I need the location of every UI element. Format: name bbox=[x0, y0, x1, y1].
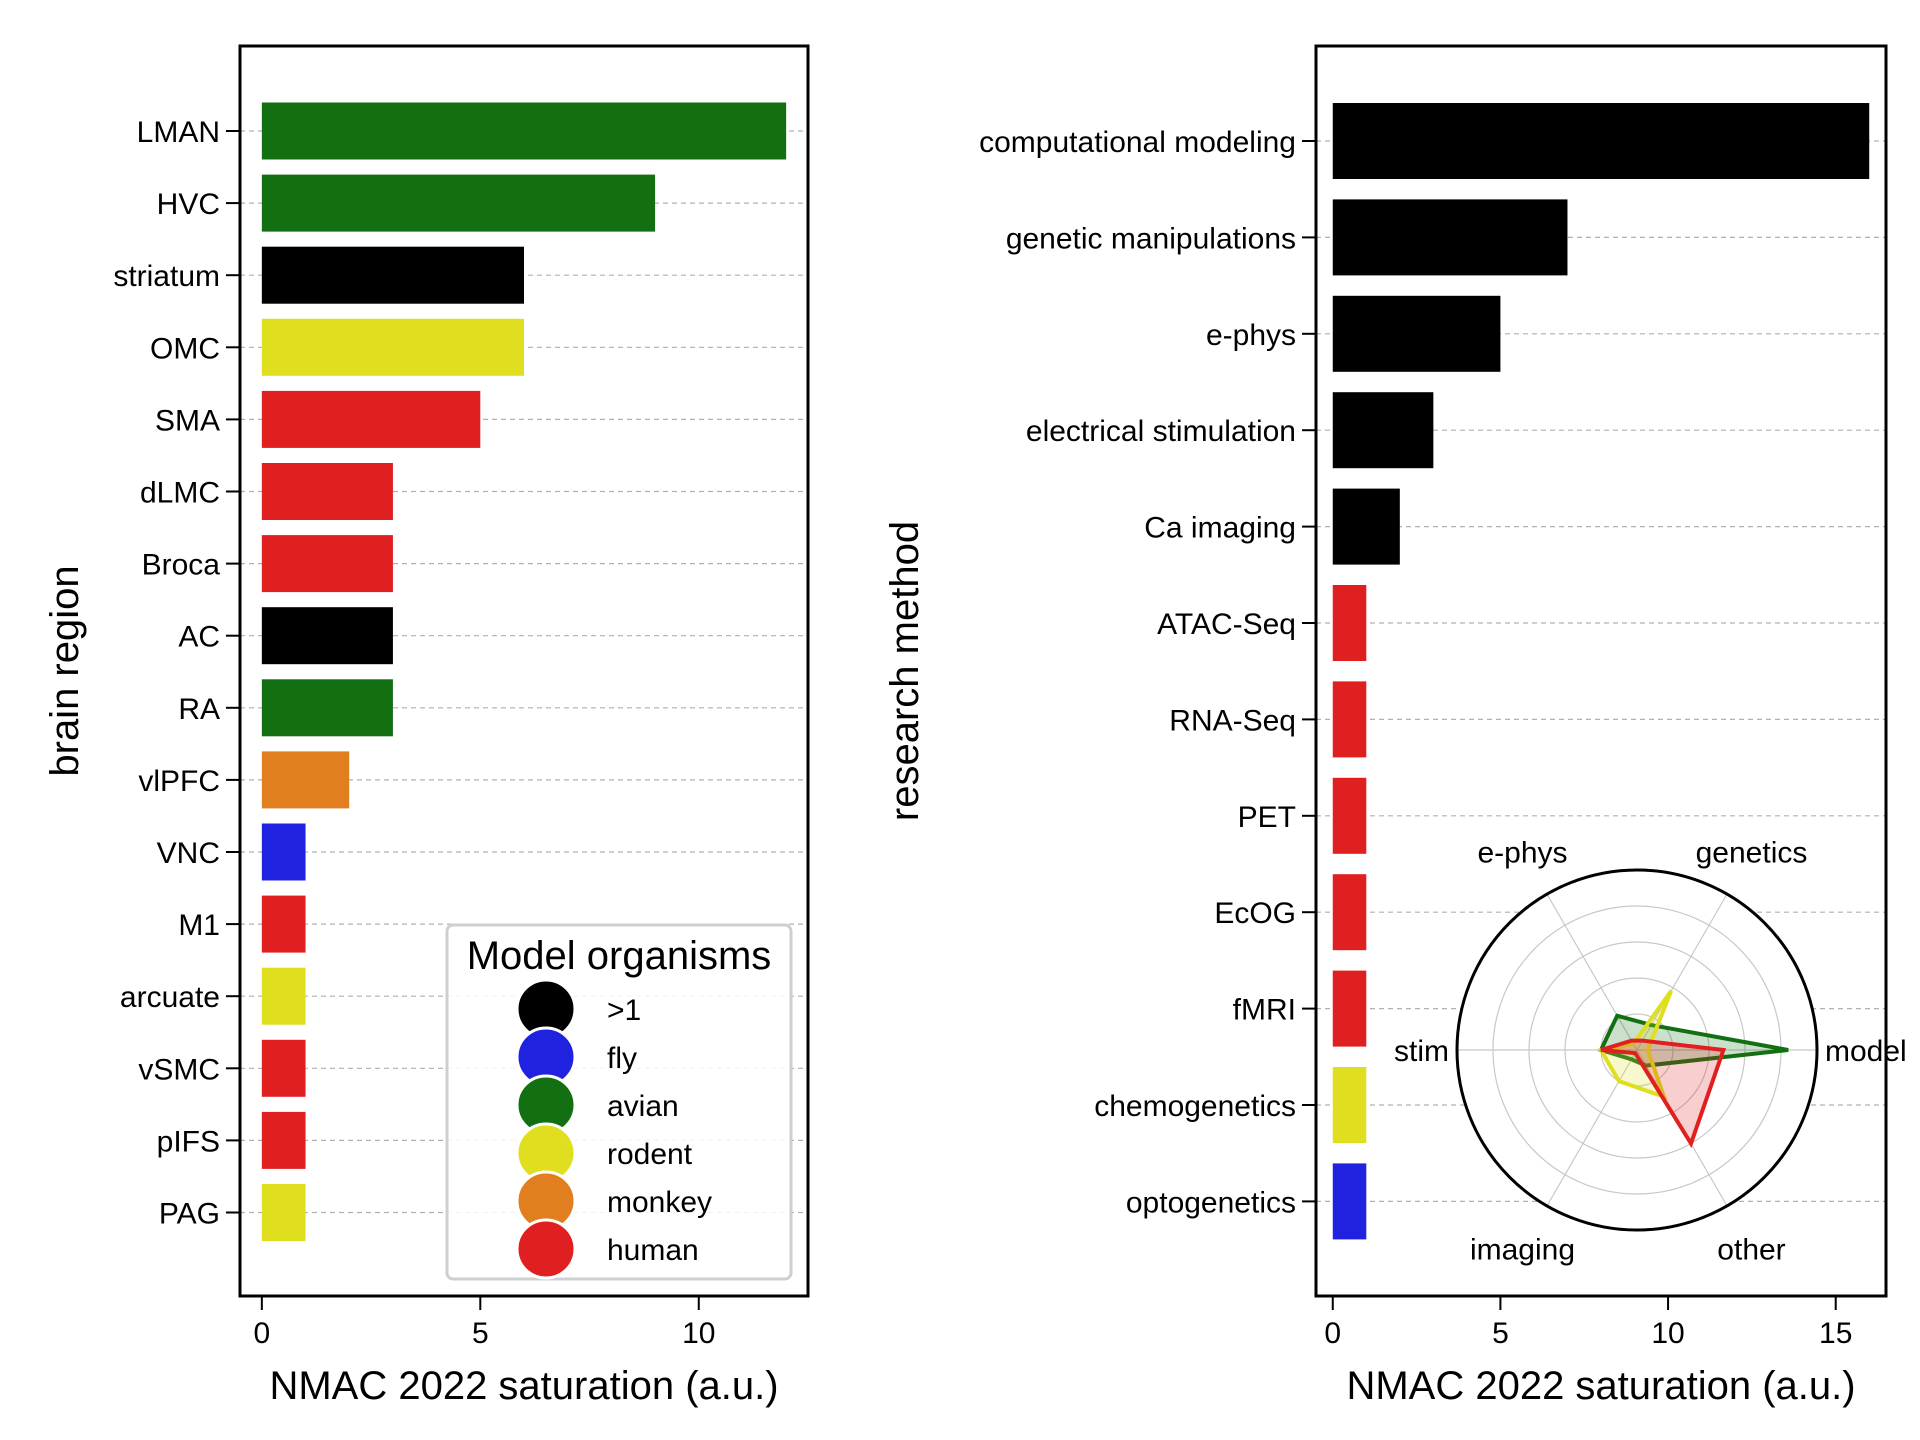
y-tick-label: ATAC-Seq bbox=[1157, 608, 1296, 641]
bar bbox=[261, 607, 393, 665]
legend-label: avian bbox=[607, 1090, 679, 1123]
bar bbox=[261, 246, 524, 304]
y-tick-label: Ca imaging bbox=[1144, 512, 1296, 545]
legend: Model organisms >1 fly avian rodent monkey hum… bbox=[445, 923, 793, 1281]
bar bbox=[1332, 777, 1367, 854]
y-tick-label: e-phys bbox=[1206, 319, 1296, 352]
bar bbox=[1332, 1067, 1367, 1143]
x-tick-label: 10 bbox=[1651, 1317, 1684, 1350]
bar bbox=[1332, 1163, 1367, 1240]
bar bbox=[261, 751, 350, 809]
brain-region-chart: LMAN HVC striatum OMC SMA dLMC Broca AC RA vlPFC V… bbox=[43, 44, 810, 1408]
bar bbox=[261, 1111, 306, 1169]
bar bbox=[261, 823, 306, 881]
bar bbox=[261, 463, 393, 520]
y-tick-label: vSMC bbox=[138, 1053, 220, 1086]
bar bbox=[261, 895, 306, 953]
bar bbox=[261, 174, 656, 232]
y-tick-label: chemogenetics bbox=[1094, 1090, 1296, 1123]
bar bbox=[1332, 392, 1434, 469]
radar-axis-label: other bbox=[1717, 1233, 1785, 1266]
y-tick-label: VNC bbox=[157, 837, 220, 870]
y-axis-title: brain region bbox=[43, 565, 87, 776]
y-tick-label: HVC bbox=[157, 188, 220, 221]
legend-label: monkey bbox=[607, 1186, 712, 1219]
y-tick-label: genetic manipulations bbox=[1006, 222, 1296, 255]
y-tick-label: RA bbox=[178, 693, 220, 726]
y-tick-label: PAG bbox=[159, 1198, 220, 1231]
bar bbox=[1332, 295, 1501, 372]
bar bbox=[1332, 103, 1870, 179]
y-tick-label: SMA bbox=[155, 404, 220, 437]
x-axis-title: NMAC 2022 saturation (a.u.) bbox=[269, 1364, 778, 1408]
radar-axis-label: stim bbox=[1394, 1035, 1449, 1068]
radar-chart: model genetics e-phys stim imaging other bbox=[1394, 837, 1907, 1267]
x-tick-label: 15 bbox=[1819, 1317, 1852, 1350]
bar bbox=[261, 535, 393, 593]
y-tick-label: optogenetics bbox=[1126, 1186, 1296, 1219]
x-tick-label: 5 bbox=[472, 1317, 489, 1350]
radar-series bbox=[1600, 1038, 1727, 1149]
radar-spoke bbox=[1546, 1049, 1638, 1207]
bar bbox=[1332, 874, 1367, 951]
y-tick-label: AC bbox=[178, 621, 220, 654]
legend-label: rodent bbox=[607, 1138, 693, 1171]
legend-marker bbox=[515, 1218, 577, 1280]
x-axis-title: NMAC 2022 saturation (a.u.) bbox=[1346, 1364, 1855, 1408]
y-tick-label: EcOG bbox=[1214, 897, 1296, 930]
legend-label: human bbox=[607, 1234, 699, 1267]
y-tick-label: pIFS bbox=[157, 1125, 220, 1158]
y-tick-label: striatum bbox=[113, 260, 220, 293]
y-axis-title: research method bbox=[883, 521, 927, 821]
y-tick-label: arcuate bbox=[120, 981, 220, 1014]
bar bbox=[1332, 585, 1367, 661]
plot-frame bbox=[1314, 44, 1888, 1298]
research-method-chart: computational modeling genetic manipulati… bbox=[883, 44, 1888, 1408]
x-tick-label: 0 bbox=[254, 1317, 271, 1350]
y-tick-label: PET bbox=[1238, 801, 1296, 834]
y-tick-label: Broca bbox=[142, 549, 221, 582]
legend-label: fly bbox=[607, 1042, 637, 1075]
legend-label: >1 bbox=[607, 994, 641, 1027]
x-tick-label: 0 bbox=[1324, 1317, 1341, 1350]
bar bbox=[1332, 970, 1367, 1047]
bar bbox=[261, 318, 524, 376]
bar bbox=[1332, 681, 1367, 758]
radar-spoke bbox=[1546, 893, 1638, 1051]
bar bbox=[261, 1184, 306, 1241]
y-tick-label: fMRI bbox=[1233, 994, 1296, 1027]
y-tick-label: vlPFC bbox=[138, 765, 220, 798]
bar bbox=[1332, 199, 1568, 276]
radar-axis-label: genetics bbox=[1696, 837, 1808, 870]
radar-outer-ring bbox=[1455, 868, 1819, 1232]
y-tick-label: electrical stimulation bbox=[1026, 415, 1296, 448]
bar bbox=[261, 967, 306, 1025]
bar bbox=[1332, 488, 1400, 565]
y-tick-label: dLMC bbox=[140, 477, 220, 510]
y-tick-label: computational modeling bbox=[979, 126, 1296, 159]
radar-axis-label: e-phys bbox=[1477, 837, 1567, 870]
x-tick-label: 5 bbox=[1492, 1317, 1509, 1350]
bar bbox=[261, 390, 481, 448]
x-tick-label: 10 bbox=[682, 1317, 715, 1350]
y-tick-label: OMC bbox=[150, 332, 220, 365]
legend-title: Model organisms bbox=[467, 934, 772, 978]
bar bbox=[261, 679, 393, 737]
plot-frame bbox=[238, 44, 810, 1298]
y-tick-label: RNA-Seq bbox=[1169, 704, 1296, 737]
bar bbox=[261, 1039, 306, 1097]
radar-axis-label: imaging bbox=[1470, 1233, 1575, 1266]
y-tick-label: LMAN bbox=[137, 116, 220, 149]
y-tick-label: M1 bbox=[178, 909, 220, 942]
radar-axis-label: model bbox=[1825, 1035, 1907, 1068]
bar bbox=[261, 102, 787, 160]
